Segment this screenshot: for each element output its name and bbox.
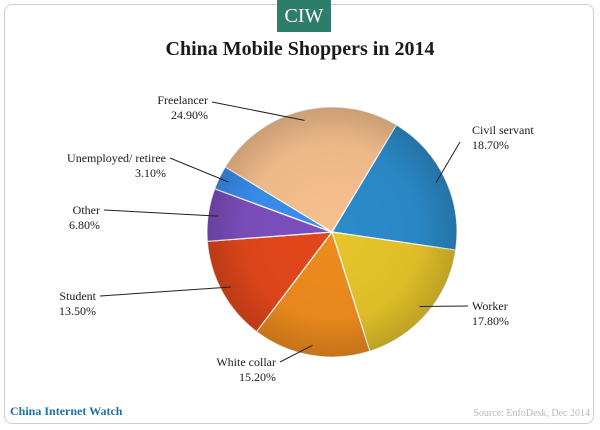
slice-label-white-collar: White collar 15.20% xyxy=(216,355,276,384)
slice-label-name: Unemployed/ retiree xyxy=(67,151,166,165)
slice-label-value: 3.10% xyxy=(135,166,166,180)
leader-line-white-collar xyxy=(279,344,313,363)
slice-label-name: Student xyxy=(59,289,96,303)
footer-source: Source: EnfoDesk, Dec 2014 xyxy=(473,408,590,419)
slice-label-name: Other xyxy=(73,203,100,217)
slice-label-value: 24.90% xyxy=(171,108,208,122)
slice-label-name: Civil servant xyxy=(472,123,534,137)
slice-label-name: Worker xyxy=(472,299,508,313)
slice-label-unemployed-retiree: Unemployed/ retiree 3.10% xyxy=(67,151,166,180)
slice-label-value: 15.20% xyxy=(239,370,276,384)
slice-label-value: 13.50% xyxy=(59,304,96,318)
ciw-logo-badge: CIW xyxy=(277,0,331,32)
slice-label-value: 17.80% xyxy=(472,314,509,328)
slice-label-name: White collar xyxy=(216,355,276,369)
slice-label-other: Other 6.80% xyxy=(69,203,100,232)
chart-title: China Mobile Shoppers in 2014 xyxy=(165,38,435,60)
leader-line-unemployed-retiree xyxy=(169,157,229,183)
leader-line-other xyxy=(103,209,219,217)
leader-line-freelancer xyxy=(211,101,305,121)
slice-label-student: Student 13.50% xyxy=(59,289,97,318)
slice-label-freelancer: Freelancer 24.90% xyxy=(157,93,208,122)
slice-label-value: 6.80% xyxy=(69,218,100,232)
slice-label-worker: Worker 17.80% xyxy=(472,299,509,328)
slice-label-value: 18.70% xyxy=(472,138,509,152)
leader-line-student xyxy=(99,286,232,297)
slice-label-civil-servant: Civil servant 18.70% xyxy=(472,123,534,152)
slice-label-name: Freelancer xyxy=(157,93,208,107)
leader-line-civil-servant xyxy=(435,141,461,184)
footer-brand: China Internet Watch xyxy=(10,404,123,418)
